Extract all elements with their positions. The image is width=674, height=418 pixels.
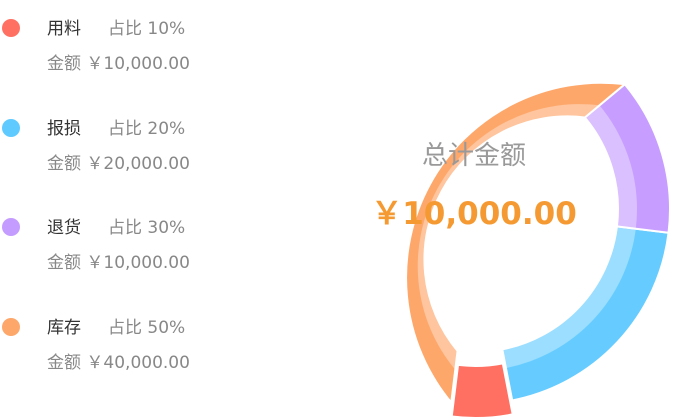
legend-amount: 金额 ￥20,000.00 bbox=[47, 154, 190, 174]
legend-percentage: 占比 20% bbox=[108, 119, 186, 139]
donut-inner-highlights bbox=[417, 104, 637, 370]
chart-legend: 用料 占比 10% 金额 ￥10,000.00 报损 占比 20% 金额 ￥20… bbox=[0, 0, 270, 418]
legend-name: 用料 bbox=[47, 19, 81, 39]
legend-name: 退货 bbox=[47, 218, 81, 238]
legend-marker bbox=[2, 19, 20, 37]
donut-segment-1 bbox=[450, 362, 514, 418]
legend-percentage: 占比 30% bbox=[108, 218, 186, 238]
total-amount-value: ￥10,000.00 bbox=[371, 196, 577, 232]
legend-name: 库存 bbox=[47, 318, 81, 338]
legend-amount: 金额 ￥40,000.00 bbox=[47, 353, 190, 373]
legend-percentage: 占比 10% bbox=[108, 19, 186, 39]
donut-segments bbox=[405, 81, 671, 418]
legend-item-inventory: 库存 占比 50% 金额 ￥40,000.00 bbox=[0, 305, 270, 375]
legend-marker bbox=[2, 218, 20, 236]
total-amount-label: 总计金额 bbox=[421, 141, 526, 171]
donut-segment-inner-highlight bbox=[502, 226, 636, 369]
legend-item-damage: 报损 占比 20% 金额 ￥20,000.00 bbox=[0, 106, 270, 176]
legend-marker bbox=[2, 318, 20, 336]
donut-segment-4 bbox=[405, 81, 628, 405]
legend-item-materials: 用料 占比 10% 金额 ￥10,000.00 bbox=[0, 6, 270, 76]
donut-segment-inner-highlight bbox=[584, 105, 637, 229]
legend-item-returns: 退货 占比 30% 金额 ￥10,000.00 bbox=[0, 205, 270, 275]
legend-amount: 金额 ￥10,000.00 bbox=[47, 253, 190, 273]
legend-amount: 金额 ￥10,000.00 bbox=[47, 54, 190, 74]
legend-name: 报损 bbox=[47, 119, 81, 139]
legend-marker bbox=[2, 119, 20, 137]
legend-percentage: 占比 50% bbox=[108, 318, 186, 338]
